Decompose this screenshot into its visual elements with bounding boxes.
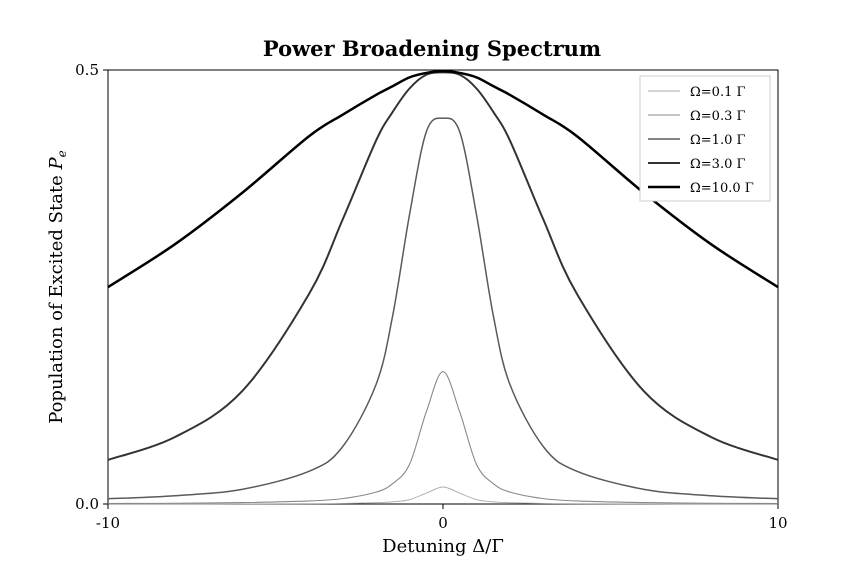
legend-label-2: Ω=1.0 Γ	[690, 133, 746, 148]
x-tick-label-2: 10	[768, 514, 787, 532]
legend-label-4: Ω=10.0 Γ	[690, 181, 754, 196]
x-axis-label: Detuning Δ/Γ	[382, 536, 504, 557]
series-line-0	[107, 486, 779, 505]
legend-label-0: Ω=0.1 Γ	[690, 85, 746, 100]
chart-title: Power Broadening Spectrum	[263, 36, 601, 61]
y-axis-label-text: Population of Excited State	[46, 169, 67, 423]
legend-items: Ω=0.1 Γ Ω=0.3 Γ Ω=1.0 Γ Ω=3.0 Γ Ω=10.0 Γ	[648, 85, 754, 196]
legend-label-3: Ω=3.0 Γ	[690, 157, 746, 172]
series-line-1	[107, 371, 779, 505]
legend: Ω=0.1 Γ Ω=0.3 Γ Ω=1.0 Γ Ω=3.0 Γ Ω=10.0 Γ	[639, 75, 771, 202]
x-tick-label-1: 0	[438, 514, 448, 532]
series-line-4	[107, 69, 779, 289]
y-axis-label-subscript: e	[55, 150, 69, 157]
tick-layer: -10 0 10 0.0 0.5	[75, 61, 787, 532]
x-tick-label-0: -10	[96, 514, 120, 532]
y-axis-label-symbol: P	[46, 156, 67, 170]
y-tick-label-0: 0.0	[75, 495, 99, 513]
series-line-2	[107, 117, 779, 500]
series-layer	[107, 69, 779, 505]
y-tick-label-1: 0.5	[75, 61, 99, 79]
legend-label-1: Ω=0.3 Γ	[690, 109, 746, 124]
series-line-3	[107, 71, 779, 461]
y-axis-label: Population of Excited State Pe	[46, 150, 69, 424]
